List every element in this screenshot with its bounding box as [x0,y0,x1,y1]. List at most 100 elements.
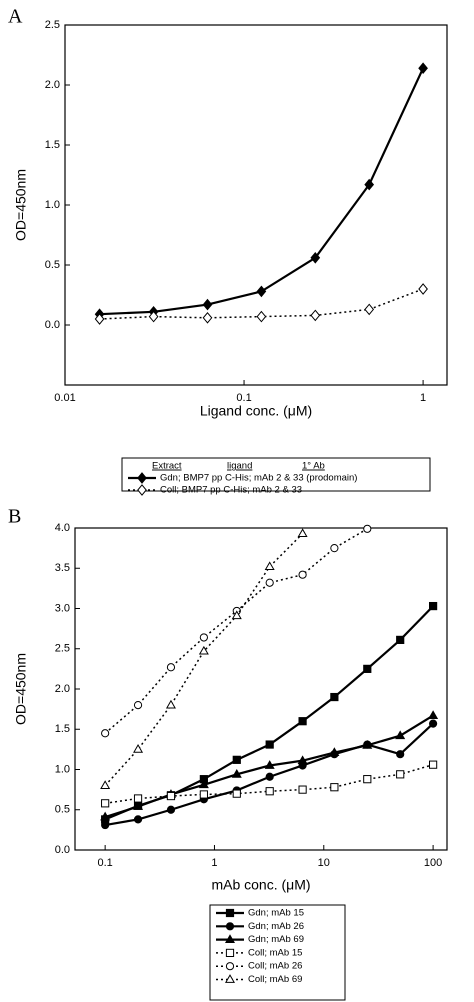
marker [429,601,438,611]
marker [225,962,235,971]
marker [363,664,372,673]
legend-label: Coll; mAb 69 [248,974,302,985]
marker [265,787,274,796]
marker [224,934,236,943]
legend-header: Extract [152,461,182,472]
x-tick-label: 10 [318,857,330,869]
marker [133,815,143,824]
marker [310,251,321,264]
x-tick-label: 0.01 [54,392,75,404]
marker [265,578,274,587]
legend-header: 1° Ab [302,461,325,472]
marker [225,922,235,931]
marker [199,633,208,642]
marker [137,472,147,484]
marker [224,974,236,983]
x-tick-label: 100 [424,857,442,869]
panel-label: A [8,6,23,28]
marker [265,772,274,781]
x-tick-label: 1 [420,392,426,404]
legend-label: Coll; mAb 15 [248,947,302,958]
x-axis-label: mAb conc. (μM) [211,877,310,893]
marker [232,755,241,764]
marker [298,570,307,579]
marker [396,770,405,779]
marker [165,699,176,709]
marker [364,178,375,191]
marker [310,309,321,322]
legend-header: ligand [227,461,252,472]
marker [231,769,242,778]
legend-label: Gdn; mAb 69 [248,934,304,945]
marker [101,820,110,830]
marker [298,717,307,726]
marker [133,744,144,753]
marker [429,760,438,769]
marker [330,544,339,553]
y-tick-label: 1.0 [45,199,60,211]
marker [364,303,375,316]
marker [428,710,439,719]
y-tick-label: 4.0 [55,522,70,534]
marker [137,484,147,496]
y-tick-label: 2.5 [45,19,60,31]
x-tick-label: 0.1 [236,392,251,404]
panel-label: B [8,506,21,528]
marker [133,801,144,810]
legend-label: Gdn; mAb 26 [248,921,304,932]
marker [264,760,275,769]
marker [148,310,159,323]
marker [395,730,406,740]
y-tick-label: 1.0 [55,763,70,775]
marker [329,747,340,756]
marker [94,313,105,325]
y-tick-label: 1.5 [55,723,70,735]
x-tick-label: 0.1 [97,857,112,869]
marker [166,791,176,801]
legend-label: Gdn; BMP7 pp C-His; mAb 2 & 33 (prodomai… [160,473,357,484]
marker [330,783,339,792]
marker [225,948,235,957]
marker [133,794,143,803]
marker [202,298,213,311]
marker [256,310,267,323]
marker [418,62,428,75]
series-line [105,763,434,805]
y-tick-label: 0.0 [45,319,60,331]
y-tick-label: 2.5 [55,643,70,655]
y-tick-label: 1.5 [45,139,60,151]
marker [198,779,209,789]
marker [198,645,209,655]
plot-frame [64,24,448,386]
marker [231,610,242,620]
legend-box [121,457,431,492]
x-tick-label: 1 [211,857,217,869]
x-axis-label: Ligand conc. (μM) [200,403,312,419]
marker [101,799,110,808]
marker [396,635,405,644]
marker [202,311,213,324]
marker [101,729,110,738]
y-axis-label: OD=450nm [13,653,29,725]
marker [363,524,372,533]
marker [100,780,111,789]
y-tick-label: 0.0 [55,844,70,856]
marker [100,811,111,821]
marker [133,701,143,710]
marker [265,740,274,749]
marker [330,692,339,702]
marker [396,750,405,759]
marker [362,740,373,749]
marker [166,805,176,814]
y-tick-label: 0.5 [55,804,70,816]
y-tick-label: 2.0 [45,79,60,91]
marker [199,790,208,799]
marker [297,528,308,538]
marker [429,719,438,728]
marker [225,908,235,918]
y-axis-label: OD=450nm [13,169,29,241]
marker [256,285,267,298]
y-tick-label: 3.5 [55,562,70,574]
marker [232,789,241,798]
